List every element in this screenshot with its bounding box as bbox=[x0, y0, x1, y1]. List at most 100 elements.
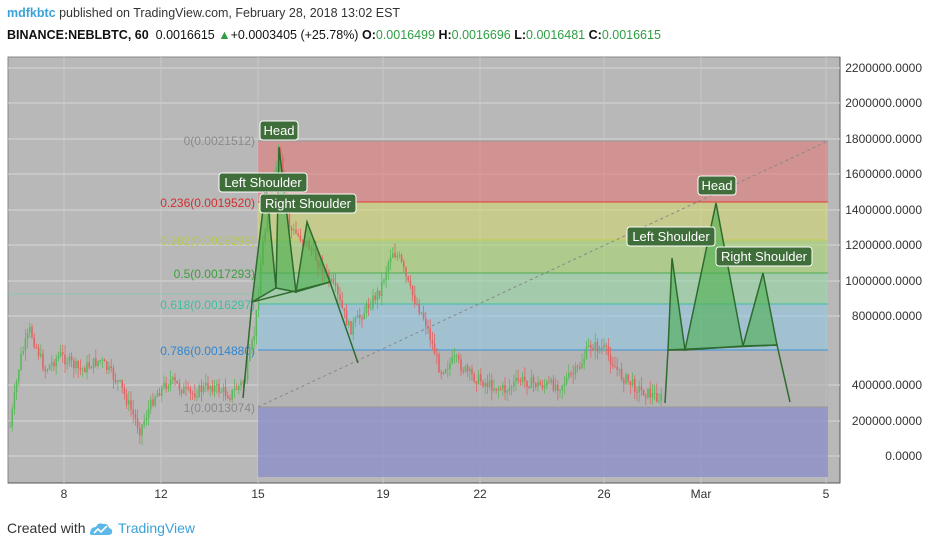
candle-body bbox=[42, 353, 44, 370]
candle-body bbox=[9, 426, 11, 428]
tradingview-brand[interactable]: TradingView bbox=[118, 520, 196, 536]
candle-body bbox=[359, 314, 361, 318]
hs1-head-label: Head bbox=[259, 120, 299, 141]
candle-body bbox=[581, 363, 583, 369]
candle-body bbox=[409, 280, 412, 286]
y-tick: 1800000.0000 bbox=[845, 132, 922, 146]
candle-body bbox=[539, 381, 541, 385]
candle-body bbox=[112, 368, 115, 380]
candle-body bbox=[244, 379, 247, 383]
candle-body bbox=[497, 388, 500, 391]
candle-body bbox=[477, 374, 480, 384]
candle-body bbox=[139, 428, 141, 436]
time-axis bbox=[8, 484, 840, 504]
candle-body bbox=[442, 372, 445, 374]
price-chart[interactable]: 0(0.0021512) 0.236(0.0019520) 0.382(0.00… bbox=[0, 0, 932, 506]
candle-body bbox=[627, 374, 629, 382]
candle-body bbox=[482, 381, 484, 387]
candle-body bbox=[623, 379, 625, 384]
low-label: L: bbox=[514, 28, 527, 42]
footer: Created with TradingView bbox=[0, 506, 932, 550]
candle-body bbox=[563, 383, 566, 386]
candle-body bbox=[378, 290, 381, 296]
candle-body bbox=[64, 354, 66, 365]
candle-body bbox=[213, 385, 216, 392]
y-tick: 800000.0000 bbox=[852, 309, 922, 323]
fib-zone-extension bbox=[258, 407, 828, 477]
y-tick: 1200000.0000 bbox=[845, 238, 922, 252]
candle-body bbox=[389, 257, 392, 263]
candle-body bbox=[29, 326, 31, 333]
hs2-neckline bbox=[664, 344, 791, 404]
y-tick: 400000.0000 bbox=[852, 378, 922, 392]
candle-body bbox=[18, 369, 20, 382]
author-name[interactable]: mdfkbtc bbox=[7, 6, 56, 20]
candle-body bbox=[462, 370, 464, 372]
candle-body bbox=[293, 229, 295, 231]
candle-body bbox=[279, 148, 282, 158]
hs-pattern-2[interactable] bbox=[664, 202, 791, 404]
candle-body bbox=[649, 388, 651, 398]
candle-body bbox=[603, 345, 605, 349]
candle-body bbox=[224, 387, 227, 396]
candle-body bbox=[381, 281, 383, 296]
candle-body bbox=[546, 381, 548, 386]
tradingview-logo-icon[interactable] bbox=[88, 521, 114, 537]
candle-body bbox=[543, 385, 546, 389]
candle-body bbox=[194, 393, 196, 398]
candle-body bbox=[598, 347, 601, 352]
candle-body bbox=[222, 387, 225, 392]
svg-text:Left Shoulder: Left Shoulder bbox=[632, 229, 710, 244]
candle-body bbox=[202, 385, 205, 392]
candle-body bbox=[499, 388, 502, 390]
last-price: 0.0016615 bbox=[155, 28, 215, 42]
candle-body bbox=[480, 374, 482, 382]
candle-body bbox=[163, 382, 165, 387]
hs1-left-shoulder bbox=[251, 183, 277, 304]
candle-body bbox=[449, 362, 451, 369]
candle-body bbox=[601, 347, 603, 349]
fib-label-0236: 0.236(0.0019520) bbox=[160, 196, 255, 210]
candle-body bbox=[70, 356, 73, 361]
candle-body bbox=[207, 383, 209, 390]
hs1-neckline bbox=[242, 281, 359, 399]
candle-body bbox=[552, 379, 555, 391]
candle-body bbox=[592, 348, 594, 351]
candle-body bbox=[132, 409, 134, 415]
candle-body bbox=[403, 261, 405, 268]
candle-body bbox=[77, 361, 79, 368]
candle-body bbox=[535, 383, 537, 388]
published-text: published on TradingView.com, February 2… bbox=[59, 6, 401, 20]
candle-body bbox=[31, 326, 33, 338]
candle-body bbox=[147, 409, 150, 419]
svg-text:Head: Head bbox=[701, 178, 732, 193]
candle-body bbox=[103, 359, 106, 362]
candle-body bbox=[565, 377, 568, 384]
x-tick: 8 bbox=[61, 487, 68, 501]
candle-body bbox=[400, 255, 403, 262]
open-label: O: bbox=[361, 28, 376, 42]
candle-body bbox=[532, 377, 535, 384]
candle-body bbox=[53, 362, 55, 367]
up-arrow-icon: ▲ bbox=[218, 28, 231, 42]
candle-body bbox=[86, 362, 88, 373]
price-change: +0.0003405 (+25.78%) bbox=[230, 28, 359, 42]
candle-body bbox=[638, 386, 640, 393]
candle-body bbox=[365, 303, 368, 314]
candle-body bbox=[330, 278, 332, 282]
candle-body bbox=[48, 364, 51, 370]
hs1-left-shoulder-label: Left Shoulder bbox=[218, 172, 308, 193]
candle-body bbox=[57, 356, 60, 359]
candle-body bbox=[288, 209, 291, 228]
candle-body bbox=[275, 165, 277, 173]
candle-body bbox=[233, 388, 236, 390]
candle-body bbox=[101, 359, 104, 361]
candle-body bbox=[26, 332, 29, 339]
x-tick: 15 bbox=[251, 487, 265, 501]
candle-body bbox=[117, 380, 119, 383]
candle-body bbox=[341, 300, 343, 308]
candle-body bbox=[618, 368, 621, 370]
candle-body bbox=[246, 361, 249, 380]
candle-body bbox=[40, 353, 42, 357]
y-tick: 2200000.0000 bbox=[845, 61, 922, 75]
